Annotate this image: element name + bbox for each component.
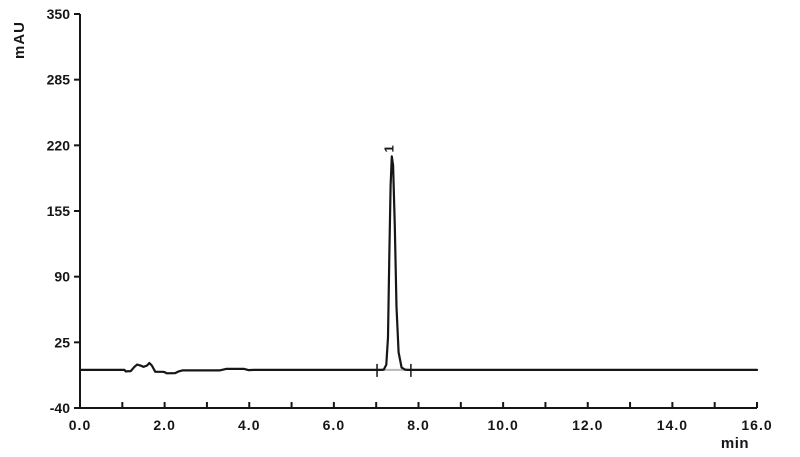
x-tick-label: 10.0 xyxy=(488,417,519,433)
x-axis-unit-label: min xyxy=(720,435,750,452)
x-tick-label: 14.0 xyxy=(657,417,688,433)
signal-trace xyxy=(78,155,759,375)
x-tick-label: 2.0 xyxy=(153,417,175,433)
y-tick-label: 350 xyxy=(47,6,71,22)
x-tick-label: 16.0 xyxy=(741,417,772,433)
peak-label: 1 xyxy=(381,145,396,152)
x-tick-label: 4.0 xyxy=(238,417,260,433)
x-tick-label: 12.0 xyxy=(572,417,603,433)
y-tick-label: 220 xyxy=(47,137,71,153)
y-tick-label: 155 xyxy=(47,203,71,219)
y-tick-label: 285 xyxy=(47,72,71,88)
x-tick-label: 8.0 xyxy=(407,417,429,433)
y-axis-unit-label: mAU xyxy=(11,21,28,60)
y-tick-label: 90 xyxy=(54,269,70,285)
y-tick-label: -40 xyxy=(50,400,70,416)
x-tick-label: 6.0 xyxy=(323,417,345,433)
x-tick-label: 0.0 xyxy=(69,417,91,433)
y-tick-label: 25 xyxy=(54,334,70,350)
